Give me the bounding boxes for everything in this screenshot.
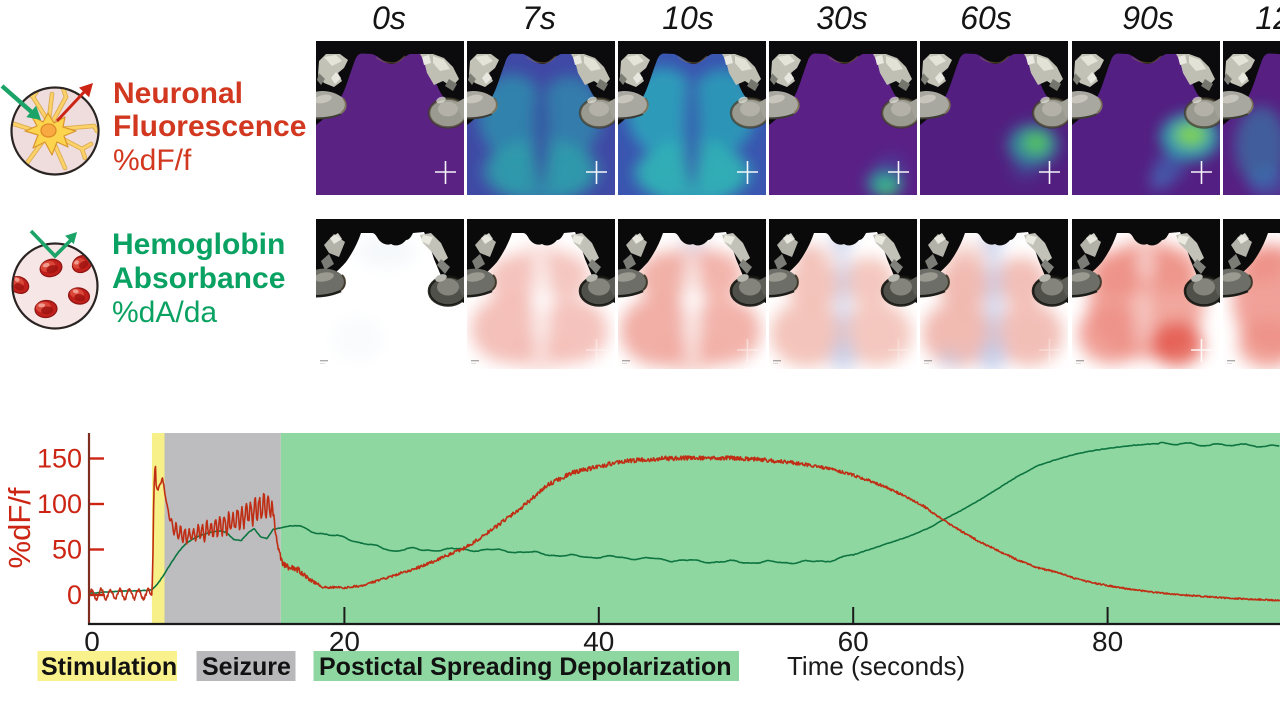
svg-text:Seizure: Seizure <box>202 653 291 681</box>
svg-text:100: 100 <box>37 489 82 519</box>
svg-text:80: 80 <box>1092 626 1123 657</box>
svg-text:Time (seconds): Time (seconds) <box>787 651 965 681</box>
svg-text:Postictal Spreading Depolariza: Postictal Spreading Depolarization <box>319 653 732 681</box>
svg-text:60: 60 <box>838 626 869 657</box>
svg-text:150: 150 <box>37 444 82 474</box>
svg-text:Stimulation: Stimulation <box>41 653 177 681</box>
svg-text:%dF/f: %dF/f <box>2 487 37 568</box>
svg-text:50: 50 <box>52 535 82 565</box>
svg-text:0: 0 <box>67 580 82 610</box>
svg-text:0: 0 <box>84 626 100 657</box>
